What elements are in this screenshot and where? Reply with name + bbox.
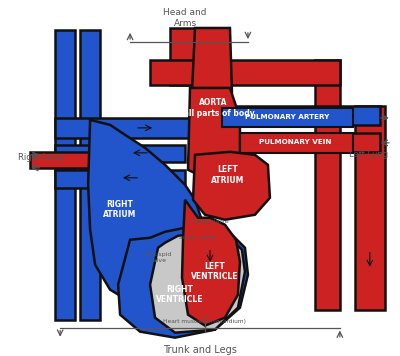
Text: Head and
Arms: Head and Arms <box>163 8 207 28</box>
Polygon shape <box>240 133 353 153</box>
Text: PULMONARY VEIN: PULMONARY VEIN <box>259 139 331 145</box>
Polygon shape <box>88 120 205 308</box>
Polygon shape <box>220 133 380 152</box>
Polygon shape <box>55 145 185 162</box>
Polygon shape <box>188 88 240 178</box>
Polygon shape <box>182 200 240 326</box>
Polygon shape <box>150 234 245 333</box>
Polygon shape <box>192 28 232 92</box>
Polygon shape <box>315 60 340 310</box>
Text: LEFT
VENTRICLE: LEFT VENTRICLE <box>191 262 239 281</box>
Text: LEFT
ATRIUM: LEFT ATRIUM <box>211 165 245 184</box>
Polygon shape <box>55 170 185 188</box>
Text: Trunk and Legs: Trunk and Legs <box>163 345 237 355</box>
Text: AORTA
to all parts of body: AORTA to all parts of body <box>172 98 254 117</box>
Text: Right Lung: Right Lung <box>18 153 64 162</box>
Polygon shape <box>150 60 340 85</box>
Polygon shape <box>55 118 190 138</box>
Polygon shape <box>222 108 353 127</box>
Polygon shape <box>195 106 380 125</box>
Text: mitral valve: mitral valve <box>191 219 229 224</box>
Polygon shape <box>30 152 100 168</box>
Polygon shape <box>80 30 100 320</box>
Text: Heart muscle (myocardium): Heart muscle (myocardium) <box>164 319 246 324</box>
Polygon shape <box>355 106 385 310</box>
Polygon shape <box>118 228 248 337</box>
Text: Left Lung: Left Lung <box>349 150 388 159</box>
Text: RIGHT
VENTRICLE: RIGHT VENTRICLE <box>156 285 204 304</box>
Text: RIGHT
ATRIUM: RIGHT ATRIUM <box>103 200 137 220</box>
Text: aortic valve: aortic valve <box>180 235 216 240</box>
Polygon shape <box>193 152 270 220</box>
Polygon shape <box>55 30 75 320</box>
Polygon shape <box>170 28 195 85</box>
Text: tricuspid
valve: tricuspid valve <box>144 252 172 263</box>
Text: PULMONARY ARTERY: PULMONARY ARTERY <box>245 114 329 120</box>
